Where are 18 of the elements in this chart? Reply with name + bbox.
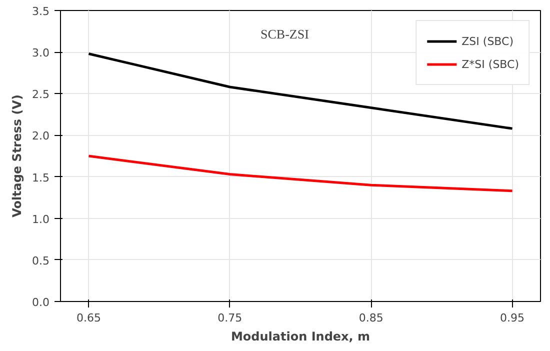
y-tick-label: 1.0 — [32, 212, 50, 226]
legend-label: ZSI (SBC) — [462, 34, 514, 48]
y-tick-label: 2.5 — [32, 88, 50, 102]
x-tick-label: 0.85 — [358, 312, 384, 324]
annotation: SCB-ZSI — [260, 26, 309, 42]
y-tick-label: 3.5 — [32, 5, 50, 18]
x-tick-label: 0.65 — [76, 312, 101, 324]
x-tick-label: 0.95 — [500, 312, 525, 324]
x-tick-label: 0.75 — [218, 312, 242, 324]
y-tick-label: 0.0 — [32, 296, 50, 309]
y-tick-label: 0.5 — [32, 254, 50, 268]
x-axis-title: Modulation Index, m — [230, 330, 370, 344]
legend-label: Z*SI (SBC) — [462, 58, 519, 70]
y-tick-label: 2.0 — [32, 130, 50, 143]
y-tick-label: 1.5 — [32, 171, 50, 184]
line-series — [87, 154, 514, 192]
y-axis-title: Voltage Stress (V) — [10, 94, 24, 218]
y-tick-label: 3.0 — [32, 46, 50, 60]
